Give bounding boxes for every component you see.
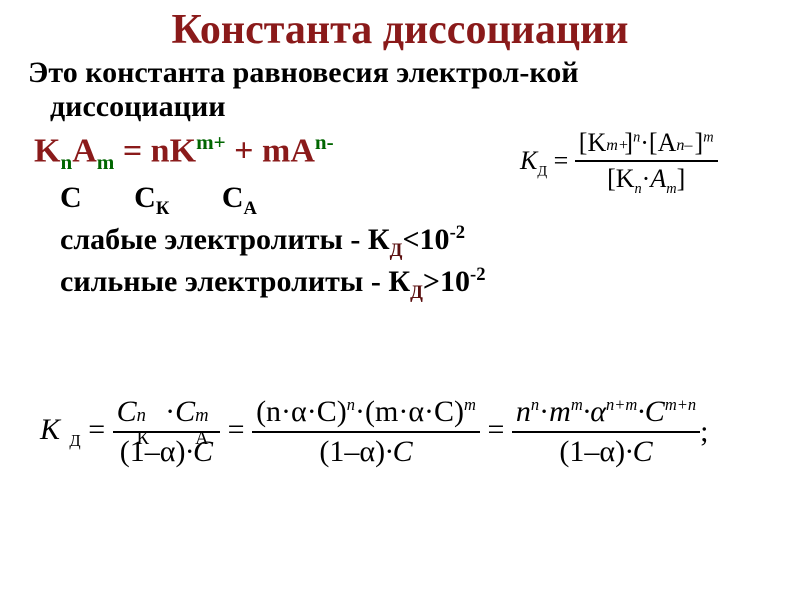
c-a: С xyxy=(222,181,244,214)
strong-rel: >10 xyxy=(423,265,470,298)
reaction-eq: = n xyxy=(114,132,169,169)
f2-dot: · xyxy=(355,395,365,428)
kd-num-msup2: m xyxy=(703,129,713,145)
f2-supn: n xyxy=(347,395,355,414)
big-frac-2: (n·α·С)n·(m·α·С)m (1–α)·С xyxy=(252,395,480,469)
kd-dot1: · xyxy=(640,128,649,157)
big-eq2: = xyxy=(228,413,245,446)
f2-supm: m xyxy=(464,395,476,414)
f3-C-sup: m+n xyxy=(665,395,696,414)
big-f2-num: (n·α·С)n·(m·α·С)m xyxy=(252,395,480,433)
f2-l: (n·α·С) xyxy=(256,395,347,428)
f2-r: (m·α·С) xyxy=(365,395,464,428)
big-frac-1: СКn ·САm (1–α)·С xyxy=(113,395,221,469)
f3-alpha-sup: n+m xyxy=(606,395,637,414)
f3-C: ·С xyxy=(637,395,665,428)
reaction-K2: K xyxy=(170,132,196,169)
weak-label: слабые электролиты - К xyxy=(60,223,390,256)
big-f1-num: СКn ·САm xyxy=(113,395,221,433)
f1-subA: А xyxy=(195,428,208,450)
kd-num-r: [A xyxy=(649,128,676,157)
kd-den-subn: n xyxy=(635,181,642,197)
reaction-plus: + m xyxy=(226,132,291,169)
reaction-K: K xyxy=(34,132,60,169)
f3-alpha: ·α xyxy=(583,395,606,428)
f1-supn: n xyxy=(137,405,146,427)
kd-subD: Д xyxy=(537,163,547,179)
weak-rel: <10 xyxy=(402,223,449,256)
strong-exp: -2 xyxy=(470,264,486,285)
weak-exp: -2 xyxy=(450,222,466,243)
f3-n-sup: n xyxy=(531,395,539,414)
big-f2-den: (1–α)·С xyxy=(252,433,480,469)
reaction-A2: A xyxy=(290,132,315,169)
big-semicolon: ; xyxy=(700,415,708,448)
f3-dot1: · xyxy=(539,395,549,428)
f1-dot: · xyxy=(165,395,175,428)
kd-eq-sign: = xyxy=(554,146,569,175)
c-k-sub: К xyxy=(156,198,169,219)
reaction-A: A xyxy=(72,132,97,169)
strong-electrolyte-line: сильные электролиты - КД>10-2 xyxy=(28,264,772,304)
kd-num-l: [K xyxy=(579,128,606,157)
c-total: С xyxy=(60,181,82,214)
kd-den-A: A xyxy=(650,164,666,193)
f3-den-l: (1–α) xyxy=(559,435,625,468)
intro-line-2: диссоциации xyxy=(28,90,772,124)
big-eq1: = xyxy=(88,413,105,446)
c-a-sub: А xyxy=(244,198,257,219)
kd-definition-formula: KД = [Km+]n·[An–]m [Kn·Am] xyxy=(520,128,718,198)
c-k: С xyxy=(134,181,156,214)
reaction-sup-nminus: n- xyxy=(315,130,334,154)
intro-text-1: Это константа равновесия электрол-кой xyxy=(28,56,579,89)
big-subD: Д xyxy=(69,431,80,450)
f1-supm: m xyxy=(195,405,208,427)
big-frac-3: nn·mm·αn+m·Сm+n (1–α)·С xyxy=(512,395,700,469)
big-eq3: = xyxy=(487,413,504,446)
f3-m-sup: m xyxy=(571,395,583,414)
kd-numerator: [Km+]n·[An–]m xyxy=(575,128,718,162)
weak-kd-sub: Д xyxy=(390,240,403,261)
intro-text-2: диссоциации xyxy=(50,90,226,123)
f3-m: m xyxy=(549,395,571,428)
reaction-sup-mplus: m+ xyxy=(196,130,226,154)
kd-denominator: [Kn·Am] xyxy=(575,162,718,198)
kd-fraction: [Km+]n·[An–]m [Kn·Am] xyxy=(575,128,718,198)
strong-label: сильные электролиты - К xyxy=(60,265,410,298)
f1-CK: С xyxy=(117,395,137,428)
f2-den-dotC: ·С xyxy=(385,435,413,468)
f1-CA: С xyxy=(175,395,195,428)
strong-kd-sub: Д xyxy=(410,282,423,303)
reaction-sub-n: n xyxy=(60,150,72,174)
slide-title: Константа диссоциации xyxy=(0,0,800,52)
big-K: К xyxy=(40,413,60,446)
intro-line-1: Это константа равновесия электрол-кой xyxy=(28,56,772,90)
big-f3-den: (1–α)·С xyxy=(512,433,700,469)
kd-num-n2sup: n– xyxy=(676,137,692,155)
kd-den-r: ] xyxy=(677,164,686,193)
f1-subK: К xyxy=(137,428,149,450)
f3-den-dotC: ·С xyxy=(625,435,653,468)
kd-expanded-formula: К Д = СКn ·САm (1–α)·С = (n·α·С)n·(m·α·С… xyxy=(40,395,708,469)
kd-den-subm: m xyxy=(666,181,676,197)
f3-n: n xyxy=(516,395,531,428)
kd-num-mid2: ] xyxy=(695,128,704,157)
f1-den-l: (1–α) xyxy=(120,435,186,468)
big-f3-num: nn·mm·αn+m·Сm+n xyxy=(512,395,700,433)
kd-K: K xyxy=(520,146,537,175)
reaction-sub-m: m xyxy=(97,150,115,174)
kd-den-l: [K xyxy=(607,164,634,193)
f2-den-l: (1–α) xyxy=(319,435,385,468)
weak-electrolyte-line: слабые электролиты - КД<10-2 xyxy=(28,222,772,262)
kd-num-msup: m+ xyxy=(606,137,629,155)
